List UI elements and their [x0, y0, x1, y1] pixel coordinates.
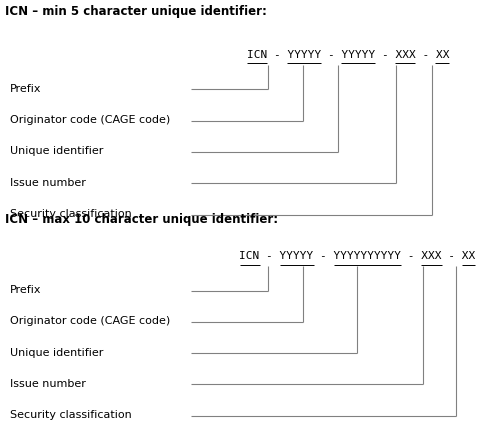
Text: Issue number: Issue number — [10, 379, 85, 389]
Text: Unique identifier: Unique identifier — [10, 348, 103, 358]
Text: ICN – max 10 character unique identifier:: ICN – max 10 character unique identifier… — [5, 213, 278, 226]
Text: Originator code (CAGE code): Originator code (CAGE code) — [10, 316, 170, 326]
Text: ICN – min 5 character unique identifier:: ICN – min 5 character unique identifier: — [5, 5, 267, 18]
Text: Prefix: Prefix — [10, 285, 41, 295]
Text: Security classification: Security classification — [10, 410, 131, 420]
Text: Prefix: Prefix — [10, 84, 41, 94]
Text: Unique identifier: Unique identifier — [10, 147, 103, 156]
Text: ICN - YYYYY - YYYYYYYYYY - XXX - XX: ICN - YYYYY - YYYYYYYYYY - XXX - XX — [239, 252, 476, 261]
Text: Issue number: Issue number — [10, 178, 85, 188]
Text: Originator code (CAGE code): Originator code (CAGE code) — [10, 115, 170, 125]
Text: Security classification: Security classification — [10, 209, 131, 219]
Text: ICN - YYYYY - YYYYY - XXX - XX: ICN - YYYYY - YYYYY - XXX - XX — [246, 51, 449, 60]
